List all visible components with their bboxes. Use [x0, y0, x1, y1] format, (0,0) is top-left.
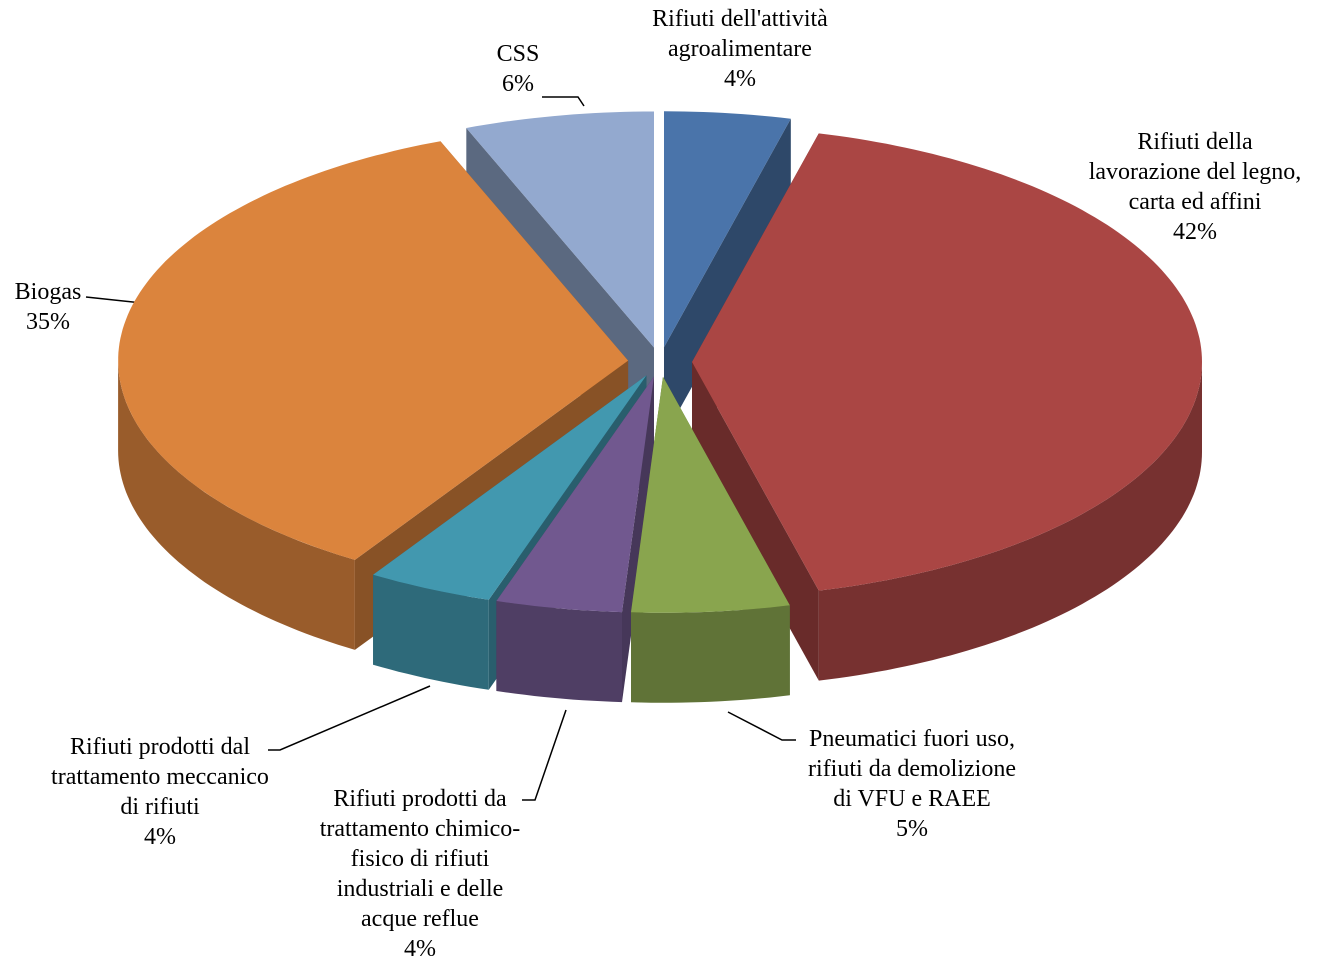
- slice-top: [664, 111, 791, 348]
- label-line: Rifiuti dell'attività: [652, 6, 828, 32]
- labels: Rifiuti dell'attività agroalimentare 4%Rif…: [15, 6, 1302, 961]
- label-line: lavorazione del legno,: [1089, 159, 1302, 185]
- leader-line: [85, 296, 143, 304]
- label-line: acque reflue: [361, 906, 479, 932]
- slice-top: [466, 111, 654, 348]
- label-line: Pneumatici fuori uso,: [809, 726, 1015, 752]
- value-label: 42%: [1173, 219, 1217, 245]
- slice-top: [373, 375, 647, 600]
- label-line: Biogas: [15, 279, 82, 305]
- value-label: 5%: [896, 816, 928, 842]
- leader-line: [727, 711, 796, 741]
- data-label: Biogas 35%: [15, 279, 82, 335]
- label-line: di VFU e RAEE: [833, 786, 991, 812]
- label-line: Rifiuti della: [1137, 129, 1253, 155]
- label-line: fisico di rifiuti: [351, 846, 490, 872]
- label-line: CSS: [497, 41, 540, 67]
- slice-top: [692, 133, 1202, 591]
- data-label: Rifiuti della lavorazione del legno, carta…: [1089, 129, 1302, 245]
- data-label: Rifiuti dell'attività agroalimentare 4%: [652, 6, 828, 92]
- label-line: Rifiuti prodotti dal: [70, 734, 250, 760]
- leader-line: [542, 96, 585, 107]
- value-label: 6%: [502, 71, 534, 97]
- value-label: 4%: [724, 66, 756, 92]
- leader-line: [522, 709, 567, 801]
- leader-line: [268, 685, 431, 751]
- label-line: trattamento chimico-: [320, 816, 521, 842]
- label-line: rifiuti da demolizione: [808, 756, 1016, 782]
- value-label: 35%: [26, 309, 70, 335]
- slice-wall: [373, 574, 489, 690]
- label-line: trattamento meccanico: [51, 764, 269, 790]
- data-label: Rifiuti prodotti da trattamento chimico-f…: [320, 786, 521, 961]
- slice: [692, 133, 1202, 681]
- label-line: industriali e delle: [337, 876, 504, 902]
- value-label: 4%: [404, 936, 436, 961]
- slices: [118, 111, 1202, 703]
- label-line: carta ed affini: [1129, 189, 1262, 215]
- data-label: CSS 6%: [497, 41, 540, 97]
- slice-top: [496, 376, 654, 613]
- slice-wall: [818, 362, 1202, 681]
- label-line: di rifiuti: [120, 794, 200, 820]
- slice-wall: [118, 360, 355, 650]
- label-line: Rifiuti prodotti da: [333, 786, 507, 812]
- slice-wall: [631, 605, 790, 703]
- slice: [496, 376, 654, 703]
- slice-wall: [496, 601, 622, 703]
- label-line: agroalimentare: [668, 36, 812, 62]
- data-label: Pneumatici fuori uso, rifiuti da demolizi…: [808, 726, 1016, 842]
- slice-top: [631, 376, 790, 613]
- leader-lines: [85, 96, 796, 801]
- value-label: 4%: [144, 824, 176, 850]
- slice-top: [118, 141, 629, 560]
- slice: [631, 376, 790, 703]
- data-label: Rifiuti prodotti dal trattamento meccanic…: [51, 734, 269, 850]
